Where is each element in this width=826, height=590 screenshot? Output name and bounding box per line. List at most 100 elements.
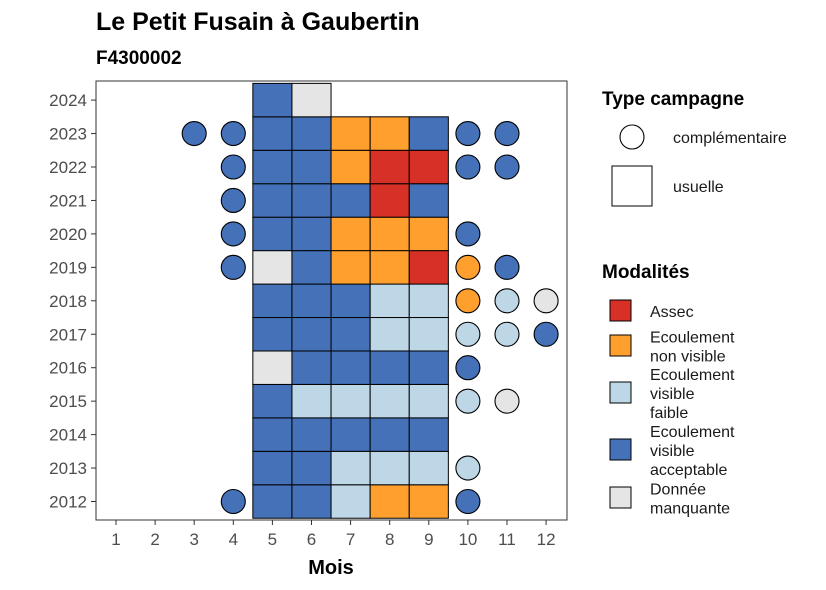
y-tick-label: 2016 bbox=[49, 359, 87, 378]
point-complementaire bbox=[455, 121, 481, 147]
chart-title: Le Petit Fusain à Gaubertin bbox=[96, 8, 420, 36]
point-complementaire bbox=[494, 288, 520, 314]
point-complementaire bbox=[455, 221, 481, 247]
legend-label-manquante: Donnée bbox=[650, 482, 706, 499]
cell-usuelle bbox=[369, 250, 410, 285]
legend-label-assec: Assec bbox=[650, 304, 694, 321]
legend-key-complementaire bbox=[619, 124, 645, 150]
legend-label-nonvisible: non visible bbox=[650, 349, 726, 366]
y-axis: 2012 2013 2014 2015 2016 2017 2018 2019 2020 2021… bbox=[49, 91, 96, 512]
point-complementaire bbox=[181, 121, 207, 147]
legend-swatch-faible bbox=[609, 381, 632, 404]
x-axis-title: Mois bbox=[308, 557, 354, 579]
cell-usuelle bbox=[369, 484, 410, 519]
x-tick-label: 12 bbox=[537, 530, 556, 549]
x-tick-label: 9 bbox=[424, 530, 433, 549]
y-tick-label: 2018 bbox=[49, 292, 87, 311]
legend-label-manquante: manquante bbox=[650, 501, 730, 518]
point-complementaire bbox=[455, 355, 481, 381]
point-complementaire bbox=[494, 321, 520, 347]
cell-usuelle bbox=[369, 317, 410, 352]
cell-usuelle bbox=[369, 183, 410, 218]
cell-usuelle bbox=[330, 383, 371, 419]
cell-usuelle bbox=[369, 216, 410, 252]
legend-swatch-manquante bbox=[609, 486, 632, 509]
cell-usuelle bbox=[252, 417, 293, 452]
cell-usuelle bbox=[408, 183, 449, 218]
cell-usuelle bbox=[369, 383, 410, 419]
point-complementaire bbox=[455, 455, 481, 481]
cell-usuelle bbox=[408, 383, 449, 419]
y-tick-label: 2019 bbox=[49, 258, 87, 277]
y-tick-label: 2013 bbox=[49, 459, 87, 478]
cell-usuelle bbox=[369, 450, 410, 486]
cell-usuelle bbox=[291, 350, 332, 385]
x-tick-label: 4 bbox=[229, 530, 238, 549]
cell-usuelle bbox=[408, 216, 449, 252]
y-tick-label: 2014 bbox=[49, 426, 87, 445]
point-complementaire bbox=[533, 321, 559, 347]
cell-usuelle bbox=[408, 450, 449, 486]
x-tick-label: 11 bbox=[498, 530, 516, 549]
cell-usuelle bbox=[252, 383, 293, 419]
legend-label-acceptable: Ecoulement bbox=[650, 424, 735, 441]
cell-usuelle bbox=[252, 149, 293, 185]
cell-usuelle bbox=[252, 317, 293, 352]
legend-label-nonvisible: Ecoulement bbox=[650, 330, 735, 347]
x-tick-label: 10 bbox=[458, 530, 477, 549]
legend-label-complementaire: complémentaire bbox=[673, 130, 787, 147]
legend-swatch-acceptable bbox=[609, 438, 632, 461]
cell-usuelle bbox=[291, 484, 332, 519]
cell-usuelle bbox=[408, 250, 449, 285]
y-tick-label: 2020 bbox=[49, 225, 87, 244]
point-complementaire bbox=[455, 321, 481, 347]
legend-label-acceptable: visible bbox=[650, 443, 695, 460]
legend-label-usuelle: usuelle bbox=[673, 179, 724, 196]
cell-usuelle bbox=[291, 283, 332, 319]
legend-key-usuelle bbox=[611, 165, 653, 207]
cell-usuelle bbox=[252, 250, 293, 285]
cell-usuelle bbox=[330, 417, 371, 452]
legend-label-faible: visible bbox=[650, 386, 695, 403]
cell-usuelle bbox=[408, 417, 449, 452]
point-complementaire bbox=[494, 388, 520, 414]
legend-label-faible: Ecoulement bbox=[650, 367, 735, 384]
point-complementaire bbox=[220, 254, 246, 280]
x-tick-label: 5 bbox=[268, 530, 277, 549]
cell-usuelle bbox=[252, 450, 293, 486]
cell-usuelle bbox=[330, 484, 371, 519]
point-complementaire bbox=[533, 288, 559, 314]
cell-usuelle bbox=[330, 149, 371, 185]
cell-usuelle bbox=[252, 116, 293, 151]
chart-marks bbox=[181, 82, 559, 519]
x-tick-label: 1 bbox=[111, 530, 120, 549]
cell-usuelle bbox=[330, 183, 371, 218]
legend-label-faible: faible bbox=[650, 405, 688, 422]
y-tick-label: 2012 bbox=[49, 493, 87, 512]
cell-usuelle bbox=[369, 149, 410, 185]
cell-usuelle bbox=[330, 317, 371, 352]
cell-usuelle bbox=[291, 216, 332, 252]
cell-usuelle bbox=[252, 484, 293, 519]
cell-usuelle bbox=[291, 116, 332, 151]
cell-usuelle bbox=[291, 250, 332, 285]
point-complementaire bbox=[220, 221, 246, 247]
chart-subtitle: F4300002 bbox=[96, 48, 182, 69]
cell-usuelle bbox=[330, 450, 371, 486]
point-complementaire bbox=[220, 488, 246, 515]
x-axis: 1 2 3 4 5 6 7 8 9 10 11 12 bbox=[111, 520, 556, 549]
legend-type-title: Type campagne bbox=[602, 89, 744, 110]
cell-usuelle bbox=[330, 116, 371, 151]
cell-usuelle bbox=[408, 484, 449, 519]
legend-modalites-title: Modalités bbox=[602, 262, 690, 283]
y-tick-label: 2021 bbox=[49, 191, 87, 210]
point-complementaire bbox=[494, 154, 520, 180]
y-tick-label: 2017 bbox=[49, 325, 87, 344]
cell-usuelle bbox=[330, 250, 371, 285]
x-tick-label: 8 bbox=[385, 530, 394, 549]
point-complementaire bbox=[455, 154, 481, 180]
point-complementaire bbox=[455, 288, 481, 314]
cell-usuelle bbox=[252, 183, 293, 218]
cell-usuelle bbox=[408, 149, 449, 185]
